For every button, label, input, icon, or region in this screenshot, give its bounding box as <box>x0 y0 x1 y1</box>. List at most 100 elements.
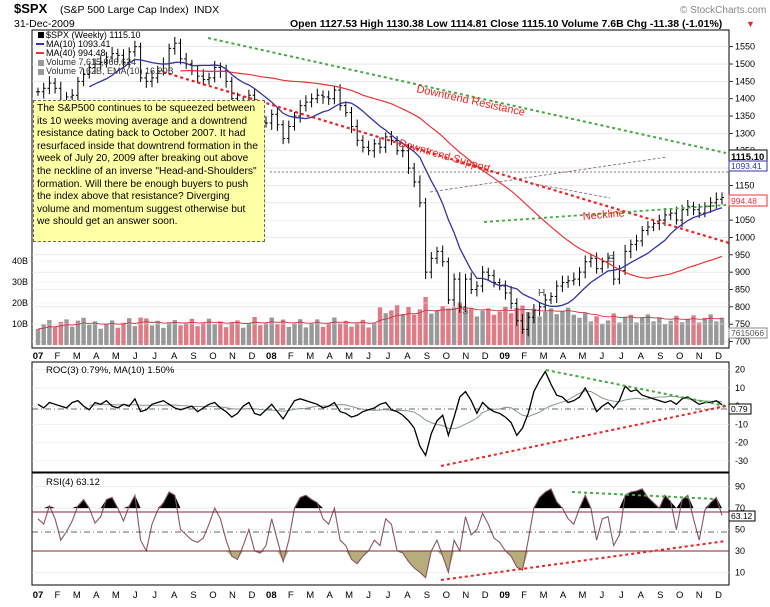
neckline-label: Neckline <box>582 207 625 223</box>
volume-bar <box>537 316 542 345</box>
price-bar <box>349 107 354 134</box>
volume-bar <box>714 321 719 345</box>
price-bar <box>201 69 206 86</box>
price-bar <box>486 267 491 282</box>
price-bar <box>583 255 588 279</box>
volume-bar <box>634 322 639 345</box>
price-bar <box>343 101 348 117</box>
rsi-tick-label: 30 <box>735 546 745 556</box>
volume-bar <box>463 309 468 345</box>
volume-bar <box>349 326 354 345</box>
price-bar <box>435 246 439 264</box>
chart-symbol: $SPX <box>14 1 48 16</box>
volume-bar <box>178 325 183 345</box>
price-tick-label: 1500 <box>735 59 755 69</box>
rsi-tag <box>728 510 756 522</box>
volume-bar <box>303 327 309 345</box>
volume-bar <box>429 313 434 345</box>
watermark: © StockCharts.com <box>680 5 766 16</box>
price-bar <box>423 197 428 280</box>
x-axis-label: F <box>55 351 61 362</box>
x-axis-label: M <box>112 590 120 601</box>
volume-bar <box>662 324 668 345</box>
x-axis-label: A <box>327 351 334 362</box>
x-axis-label: 07 <box>33 590 44 601</box>
price-bar <box>298 100 303 123</box>
volume-bar <box>75 320 81 345</box>
volume-bar <box>263 323 269 345</box>
price-tick-label: 1000 <box>735 232 755 242</box>
price-bar <box>651 219 656 232</box>
volume-bar <box>206 318 212 345</box>
volume-bar <box>377 307 383 345</box>
rsi-tick-label: 90 <box>735 482 745 492</box>
x-axis-label: J <box>600 351 605 362</box>
price-bar <box>127 47 132 68</box>
volume-bar <box>531 308 537 345</box>
x-axis-label: J <box>619 351 624 362</box>
price-bar <box>628 239 633 259</box>
x-axis-label: A <box>171 590 178 601</box>
volume-bar <box>47 320 52 345</box>
roc-tick-label: 10 <box>735 383 745 393</box>
x-axis-label: D <box>248 590 255 601</box>
volume-bar <box>315 319 320 345</box>
volume-bar <box>92 321 98 345</box>
volume-bar <box>132 326 138 345</box>
price-bar <box>326 90 331 105</box>
volume-bar <box>457 302 463 345</box>
price-bar <box>275 108 280 131</box>
x-axis-label: A <box>404 351 411 362</box>
volume-bar <box>35 329 41 345</box>
volume-bar <box>594 316 599 345</box>
volume-bar <box>446 308 451 345</box>
price-tick-label: 1300 <box>735 128 755 138</box>
ma40-tag <box>728 194 768 207</box>
price-bar <box>503 280 508 300</box>
volume-bar <box>719 317 725 345</box>
volume-bar <box>486 308 491 345</box>
volume-bar <box>280 319 286 345</box>
price-bar <box>417 175 422 208</box>
price-bar <box>309 93 314 108</box>
x-axis-label: 09 <box>499 590 510 601</box>
volume-bar <box>183 323 189 345</box>
price-bar <box>115 48 120 63</box>
x-axis-label: N <box>462 590 469 601</box>
volume-bar <box>514 308 520 345</box>
volume-bar <box>434 310 440 345</box>
x-axis-label: 09 <box>499 351 510 362</box>
volume-bar <box>366 327 371 345</box>
price-tick-label: 1050 <box>735 215 755 225</box>
price-bar <box>87 63 92 79</box>
price-bar <box>138 42 143 83</box>
rsi-overbought-fill <box>38 488 722 509</box>
price-bar <box>429 252 434 279</box>
price-bar <box>269 109 274 130</box>
volume-bar <box>252 317 257 345</box>
chg-down-arrow: ▼ <box>746 19 755 29</box>
x-axis-label: N <box>229 351 236 362</box>
roc-grid: -30-20-1001020 <box>32 365 748 466</box>
volume-bar <box>560 311 565 345</box>
price-bars <box>36 36 724 337</box>
volume-bar <box>411 314 417 345</box>
x-axis-label: N <box>462 351 469 362</box>
head-label: H <box>538 288 545 299</box>
volume-bar <box>685 319 691 345</box>
price-bar <box>53 77 58 94</box>
price-bar <box>474 281 479 297</box>
volume-bar <box>195 326 200 345</box>
volume-tick-label: 20B <box>12 298 28 308</box>
x-axis-labels-price: 07 F M A M J J A S O N D 08 F M A M J J A S O N D 09 F M A M J J A S O N D <box>33 351 722 362</box>
x-axis-label: O <box>676 351 683 362</box>
volume-bar <box>423 297 428 345</box>
volume-tick-label: 10B <box>12 319 28 329</box>
volume-bar <box>166 322 172 345</box>
volume-axis: 10B 20B 30B 40B <box>12 256 729 329</box>
volume-bar <box>41 324 46 345</box>
x-axis-label: 07 <box>33 351 44 362</box>
roc-legend: ROC(3) 0.79%, MA(10) 1.50% <box>46 365 175 376</box>
volume-bar <box>645 314 651 345</box>
roc-ma-line <box>89 390 723 430</box>
